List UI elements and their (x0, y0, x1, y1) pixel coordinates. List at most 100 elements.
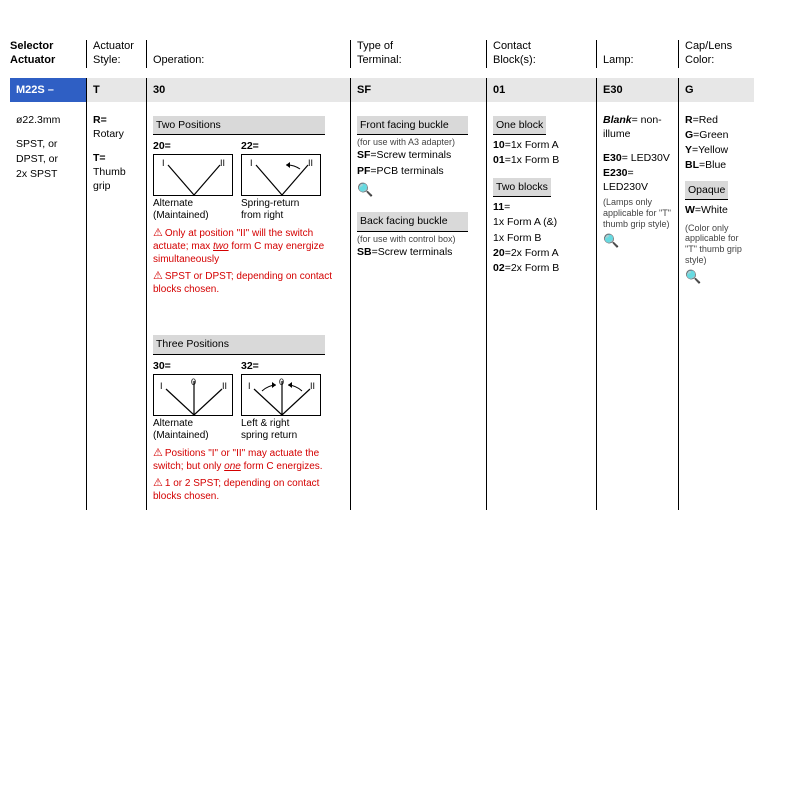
value-model: M22S – (10, 78, 86, 102)
section-one-block: One block (493, 116, 546, 135)
code-desc: 1x Form A (&) (493, 215, 590, 229)
header-contact: Contact Block(s): (486, 40, 596, 68)
code-desc: =Blue (699, 159, 726, 171)
section-back-buckle: Back facing buckle (357, 212, 468, 231)
code-desc: =Yellow (692, 144, 728, 156)
diagram-caption: Alternate(Maintained) (153, 198, 209, 222)
diagram-20: 20= I II Alternate(Maintained) (153, 139, 233, 222)
value-lamp: E30 (596, 78, 678, 102)
code-desc: =1x Form B (505, 154, 560, 166)
note-text: (Lamps only applicable for "T" thumb gri… (603, 197, 672, 229)
header-text: Color: (685, 54, 714, 66)
svg-text:II: II (222, 381, 227, 391)
code: 11 (493, 201, 504, 213)
diagram-caption: Alternate(Maintained) (153, 418, 209, 442)
position-diagram-icon: I II (241, 154, 321, 196)
col-actuator-style: R= Rotary T= Thumb grip (86, 102, 146, 511)
header-text: Lamp: (603, 54, 634, 66)
svg-text:I: I (162, 158, 165, 168)
section-three-positions: Three Positions (153, 335, 325, 354)
header-color: Cap/Lens Color: (678, 40, 754, 68)
subtext: (for use with control box) (357, 234, 480, 245)
code: R (685, 114, 693, 126)
code-desc: =2x Form B (505, 262, 560, 274)
position-diagram-icon: I II (153, 154, 233, 196)
col-color: R=Red G=Green Y=Yellow BL=Blue Opaque W=… (678, 102, 754, 511)
code-desc: =Green (693, 129, 728, 141)
diagram-32: 32= I 0 II Left & rightspring return (241, 359, 321, 442)
code: SF (357, 149, 370, 161)
code: Y (685, 144, 692, 156)
subtext: (for use with A3 adapter) (357, 137, 480, 148)
code: E30 (603, 152, 622, 164)
code-desc: =2x Form A (505, 247, 559, 259)
code: SB (357, 246, 372, 258)
header-text: Actuator (93, 40, 134, 52)
col-terminal: Front facing buckle (for use with A3 ada… (350, 102, 486, 511)
spec-text: SPST, or (16, 137, 80, 151)
section-opaque: Opaque (685, 181, 728, 200)
position-diagram-icon: I 0 II (241, 374, 321, 416)
header-terminal: Type of Terminal: (350, 40, 486, 68)
header-text: Actuator (10, 54, 55, 66)
diagram-label: 22= (241, 139, 259, 153)
magnify-icon[interactable] (685, 268, 701, 286)
diagram-caption: Left & rightspring return (241, 418, 297, 442)
code-desc: =Screw terminals (372, 246, 453, 258)
code: R= (93, 114, 107, 126)
warning-icon (153, 228, 165, 239)
warning-note: Only at position "II" will the switch ac… (153, 226, 344, 266)
code: 10 (493, 139, 505, 151)
code: Blank (603, 114, 632, 126)
code: BL (685, 159, 699, 171)
code-desc: =1x Form A (505, 139, 559, 151)
code: W (685, 204, 695, 216)
code-desc: = (504, 201, 510, 213)
code-desc: =Red (693, 114, 718, 126)
header-text: Operation: (153, 54, 204, 66)
col-lamp: Blank= non-illume E30= LED30V E230= LED2… (596, 102, 678, 511)
diagram-caption: Spring-returnfrom right (241, 198, 299, 222)
warning-icon (153, 448, 165, 459)
diagrams-two-pos: 20= I II Alternate(Maintained) 22= I II (153, 139, 344, 222)
code-desc: Thumb grip (93, 166, 126, 192)
spec-text: DPST, or (16, 152, 80, 166)
diagram-label: 30= (153, 359, 171, 373)
position-diagram-icon: I 0 II (153, 374, 233, 416)
svg-text:II: II (310, 381, 315, 391)
header-text: Terminal: (357, 54, 402, 66)
value-terminal: SF (350, 78, 486, 102)
header-actuator-style: Actuator Style: (86, 40, 146, 68)
code-desc: Rotary (93, 128, 124, 140)
code: PF (357, 165, 370, 177)
diagram-30: 30= I 0 II Alternate(Maintained) (153, 359, 233, 442)
section-front-buckle: Front facing buckle (357, 116, 468, 135)
value-contact: 01 (486, 78, 596, 102)
warning-note: Positions "I" or "II" may actuate the sw… (153, 446, 344, 473)
header-text: Style: (93, 54, 121, 66)
body-row: ø22.3mm SPST, or DPST, or 2x SPST R= Rot… (10, 102, 786, 511)
code-desc: =Screw terminals (370, 149, 451, 161)
col-contact: One block 10=1x Form A 01=1x Form B Two … (486, 102, 596, 511)
section-two-positions: Two Positions (153, 116, 325, 135)
svg-text:II: II (220, 158, 225, 168)
code-desc: 1x Form B (493, 231, 590, 245)
code: 20 (493, 247, 505, 259)
magnify-icon[interactable] (603, 232, 619, 250)
magnify-icon[interactable] (357, 181, 373, 199)
header-selector: Selector Actuator (10, 40, 86, 68)
section-two-blocks: Two blocks (493, 178, 551, 197)
warning-note: 1 or 2 SPST; depending on contact blocks… (153, 476, 344, 503)
diagram-label: 32= (241, 359, 259, 373)
svg-text:I: I (160, 381, 163, 391)
spec-size: ø22.3mm (16, 113, 80, 127)
value-color: G (678, 78, 754, 102)
col-specs: ø22.3mm SPST, or DPST, or 2x SPST (10, 102, 86, 511)
code-desc: =White (695, 204, 728, 216)
header-text: Type of (357, 40, 393, 52)
diagram-label: 20= (153, 139, 171, 153)
code: T= (93, 152, 106, 164)
code-desc: = LED30V (622, 152, 670, 164)
diagrams-three-pos: 30= I 0 II Alternate(Maintained) 32= I 0 (153, 359, 344, 442)
note-text: (Color only applicable for "T" thumb gri… (685, 223, 748, 266)
